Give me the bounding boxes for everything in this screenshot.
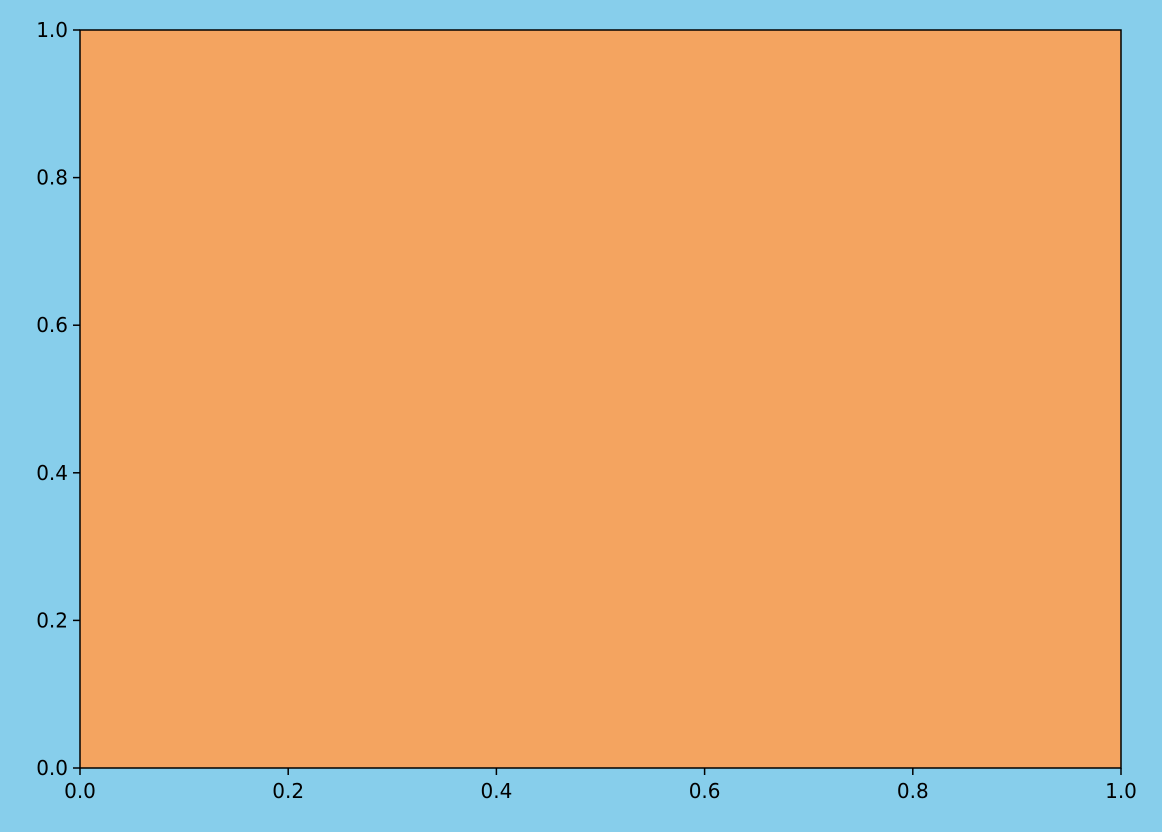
- x-axis-ticks: 0.0 0.2 0.4 0.6 0.8 1.0: [64, 768, 1137, 803]
- x-tick-label: 0.0: [64, 779, 96, 803]
- axes-frame: [79, 29, 1122, 769]
- y-tick-label: 0.6: [36, 313, 68, 337]
- y-tick-label: 1.0: [36, 18, 68, 42]
- y-tick-label: 0.8: [36, 166, 68, 190]
- x-tick-label: 0.6: [689, 779, 721, 803]
- y-tick-label: 0.4: [36, 461, 68, 485]
- x-tick-label: 0.2: [272, 779, 304, 803]
- plot-area: [80, 30, 1121, 768]
- y-tick-label: 0.2: [36, 608, 68, 632]
- y-axis-ticks: 0.0 0.2 0.4 0.6 0.8 1.0: [36, 18, 80, 780]
- x-tick-label: 1.0: [1105, 779, 1137, 803]
- x-tick-label: 0.4: [480, 779, 512, 803]
- y-tick-label: 0.0: [36, 756, 68, 780]
- x-tick-label: 0.8: [897, 779, 929, 803]
